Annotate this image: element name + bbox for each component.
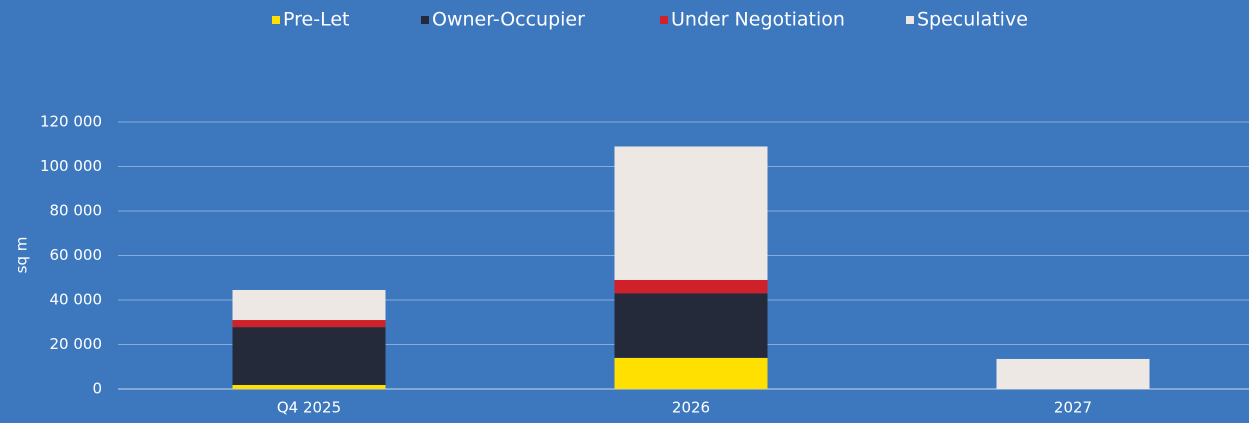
- bar-segment: [614, 146, 768, 280]
- legend-swatch: [421, 16, 429, 24]
- bar-segment: [614, 279, 768, 294]
- bar-segment: [996, 358, 1150, 389]
- y-tick-label: 100 000: [40, 157, 102, 175]
- bar-segment: [232, 384, 386, 389]
- legend-swatch: [660, 16, 668, 24]
- y-tick-label: 0: [92, 380, 102, 398]
- legend-label: Owner-Occupier: [432, 9, 585, 31]
- bar-segment: [614, 357, 768, 389]
- x-tick-label: 2027: [1054, 399, 1092, 417]
- legend-swatch: [906, 16, 914, 24]
- y-tick-label: 20 000: [50, 335, 103, 353]
- legend-label: Pre-Let: [283, 9, 349, 31]
- y-tick-label: 80 000: [50, 202, 103, 220]
- y-tick-label: 40 000: [50, 291, 103, 309]
- y-tick-label: 120 000: [40, 113, 102, 131]
- x-tick-label: 2026: [672, 399, 710, 417]
- y-axis-label: sq m: [13, 237, 31, 274]
- legend-label: Speculative: [917, 9, 1028, 31]
- bar-segment: [232, 327, 386, 385]
- legend-label: Under Negotiation: [671, 9, 845, 31]
- y-tick-label: 60 000: [50, 246, 103, 264]
- bar-segment: [232, 289, 386, 321]
- x-tick-label: Q4 2025: [277, 399, 341, 417]
- bar-segment: [232, 320, 386, 328]
- legend-swatch: [272, 16, 280, 24]
- bar-segment: [614, 293, 768, 358]
